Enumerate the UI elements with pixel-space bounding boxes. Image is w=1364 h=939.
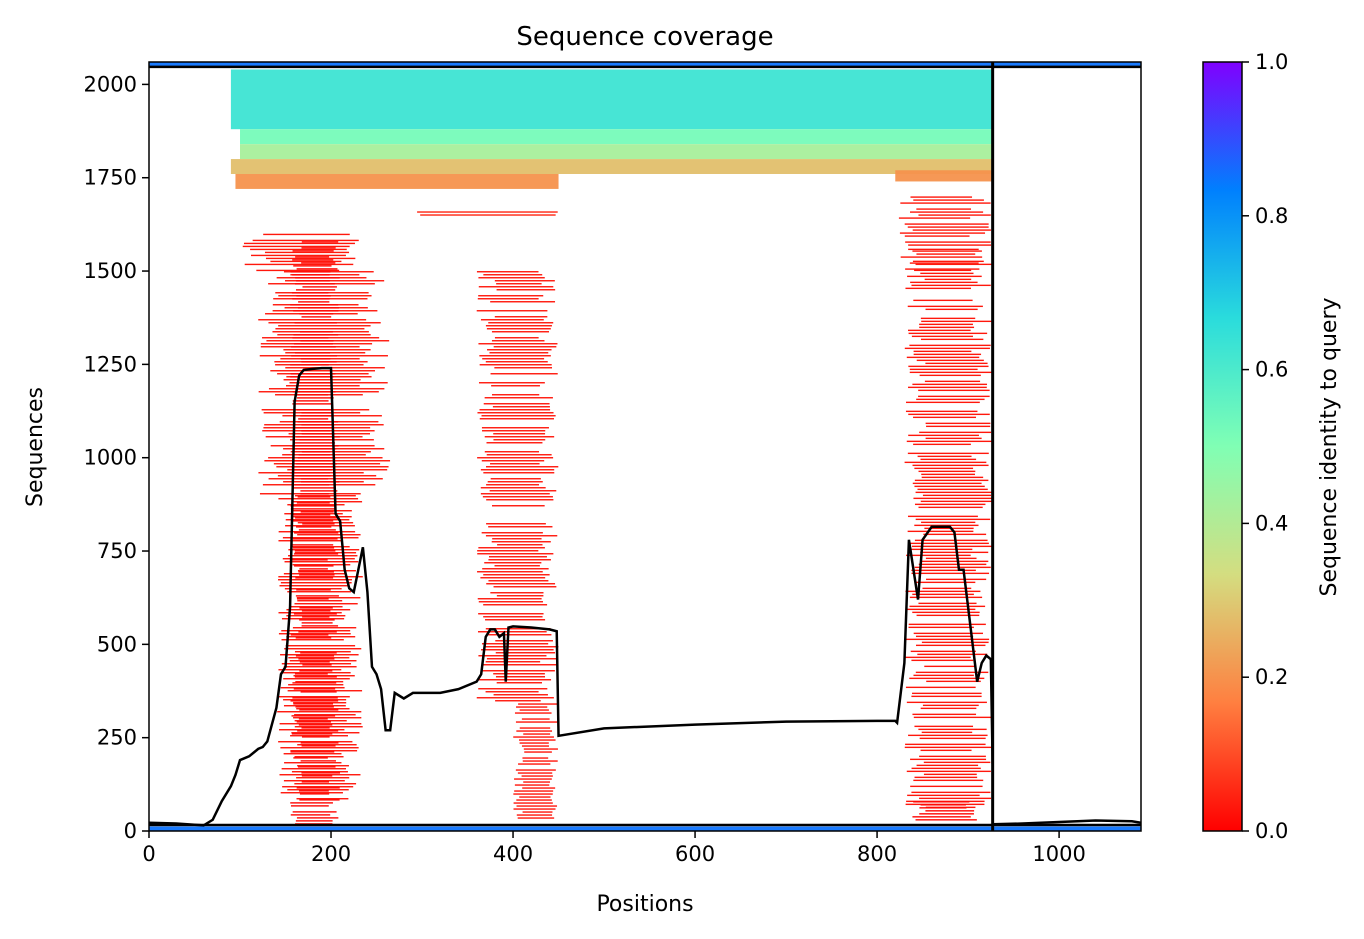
coverage-block — [230, 69, 993, 130]
y-tick-label: 1250 — [84, 352, 137, 376]
coverage-block — [895, 170, 993, 182]
y-axis-label: Sequences — [23, 387, 48, 507]
coverage-block — [898, 196, 992, 270]
x-axis-label: Positions — [596, 892, 693, 917]
y-tick-label: 500 — [97, 632, 137, 656]
coverage-block — [149, 826, 1141, 831]
x-tick-label: 600 — [675, 842, 715, 866]
y-tick-label: 1500 — [84, 259, 137, 283]
x-tick-label: 400 — [493, 842, 533, 866]
coverage-block — [476, 271, 559, 702]
x-tick-label: 0 — [142, 842, 155, 866]
colorbar-tick-label: 0.2 — [1255, 665, 1288, 689]
y-tick-label: 0 — [124, 819, 137, 843]
y-tick-label: 1750 — [84, 166, 137, 190]
colorbar — [1202, 61, 1243, 832]
chart-title: Sequence coverage — [516, 22, 773, 52]
colorbar-tick-label: 0.6 — [1255, 358, 1288, 382]
x-tick-label: 1000 — [1032, 842, 1085, 866]
coverage-block — [417, 211, 558, 216]
colorbar-tick-label: 0.0 — [1255, 819, 1288, 843]
coverage-block — [149, 62, 1141, 67]
coverage-block — [277, 495, 363, 800]
coverage-block — [242, 233, 359, 272]
coverage-block — [904, 248, 993, 809]
y-tick-label: 1000 — [84, 446, 137, 470]
x-tick-label: 800 — [857, 842, 897, 866]
y-tick-label: 750 — [97, 539, 137, 563]
y-tick-label: 250 — [97, 726, 137, 750]
colorbar-label: Sequence identity to query — [1317, 297, 1342, 596]
y-axis: 0 250 500 750 1000 1250 1500 1750 2000 — [84, 72, 149, 843]
coverage-line — [149, 366, 994, 827]
plot-frame — [148, 61, 1142, 832]
colorbar-ticks: 0.0 0.2 0.4 0.6 0.8 1.0 — [1242, 50, 1288, 843]
colorbar-tick-label: 1.0 — [1255, 50, 1288, 74]
x-axis: 0 200 400 600 800 1000 — [142, 831, 1086, 866]
y-tick-label: 2000 — [84, 72, 137, 96]
coverage-block — [912, 801, 977, 821]
coverage-block — [240, 144, 993, 160]
coverage-block — [230, 159, 993, 174]
coverage-block — [513, 703, 558, 819]
coverage-block — [235, 173, 559, 189]
coverage-line-layer — [149, 62, 1141, 831]
colorbar-tick-label: 0.4 — [1255, 511, 1288, 535]
coverage-line-tail — [992, 819, 1141, 826]
x-tick-label: 200 — [311, 842, 351, 866]
colorbar-tick-label: 0.8 — [1255, 204, 1288, 228]
coverage-block — [240, 129, 993, 145]
